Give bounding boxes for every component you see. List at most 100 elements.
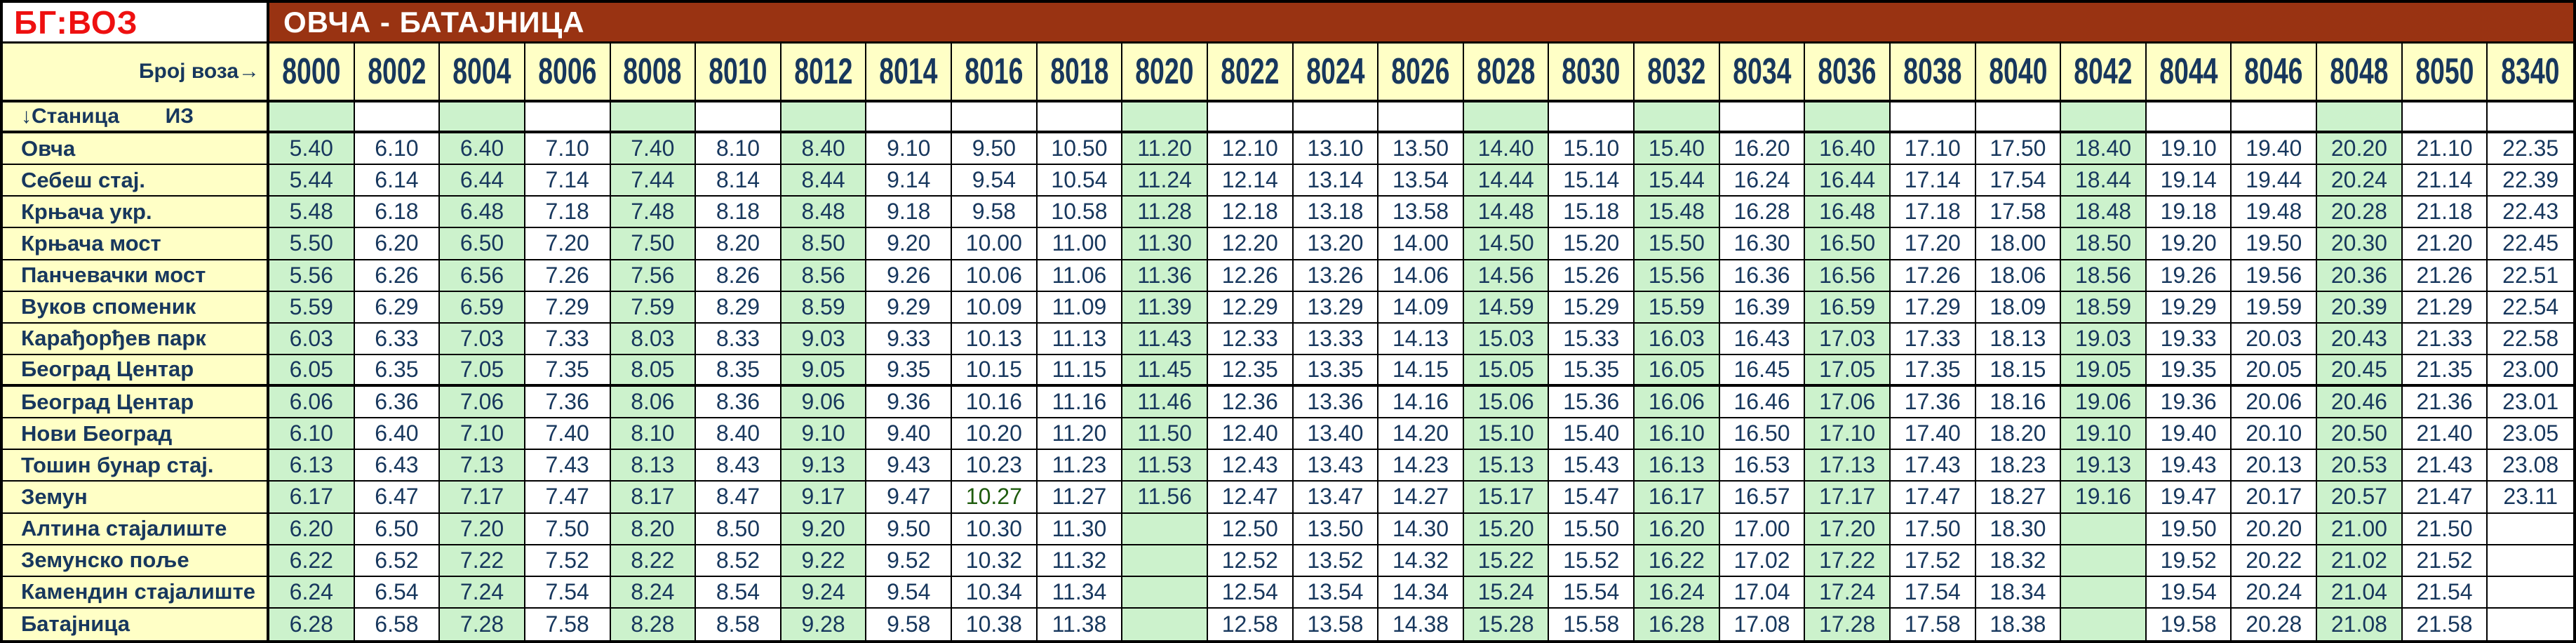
time-cell: 13.58 xyxy=(1293,608,1379,640)
train-number: 8010 xyxy=(709,51,767,92)
time-cell: 21.29 xyxy=(2402,291,2488,324)
train-number-cell: 8038 xyxy=(1890,44,1976,102)
time-cell: 8.10 xyxy=(610,418,697,451)
time-cell: 6.40 xyxy=(440,133,525,166)
train-number: 8024 xyxy=(1306,51,1365,92)
time-cell: 11.28 xyxy=(1122,197,1208,229)
time-cell: 14.06 xyxy=(1378,260,1464,292)
time-cell: 12.29 xyxy=(1207,291,1294,324)
time-cell: 19.10 xyxy=(2146,133,2232,166)
time-cell: 14.48 xyxy=(1463,197,1550,229)
time-cell: 6.18 xyxy=(354,197,441,229)
time-cell: 19.16 xyxy=(2061,482,2147,514)
time-cell: 9.58 xyxy=(952,197,1038,229)
time-cell: 9.47 xyxy=(866,482,953,514)
time-cell: 15.35 xyxy=(1549,354,1635,387)
time-cell: 8.13 xyxy=(610,450,697,482)
train-number-cell: 8048 xyxy=(2317,44,2403,102)
operator-logo: БГ:ВОЗ xyxy=(3,3,269,41)
column-blank-cell xyxy=(2061,102,2147,133)
train-number: 8000 xyxy=(282,51,341,92)
time-cell: 9.24 xyxy=(781,576,867,609)
time-cell: 18.23 xyxy=(1975,450,2062,482)
time-cell: 17.58 xyxy=(1975,197,2062,229)
time-cell: 7.29 xyxy=(525,291,611,324)
time-cell: 6.14 xyxy=(354,165,441,197)
time-cell: 21.35 xyxy=(2402,354,2488,387)
time-cell: 18.32 xyxy=(1975,545,2062,577)
time-cell: 22.43 xyxy=(2488,197,2573,229)
train-number: 8042 xyxy=(2074,51,2133,92)
time-cell: 20.36 xyxy=(2317,260,2403,292)
time-cell: 17.26 xyxy=(1890,260,1976,292)
time-cell: 7.10 xyxy=(440,418,525,451)
time-cell: 16.20 xyxy=(1719,133,1806,166)
time-cell: 6.20 xyxy=(354,228,441,260)
time-cell: 11.27 xyxy=(1037,482,1123,514)
time-cell: 19.03 xyxy=(2061,323,2147,355)
time-cell: 20.10 xyxy=(2232,418,2318,451)
time-cell: 14.44 xyxy=(1463,165,1550,197)
time-cell: 7.36 xyxy=(525,387,611,419)
train-number-cell: 8044 xyxy=(2146,44,2232,102)
time-cell: 11.30 xyxy=(1122,228,1208,260)
time-cell: 17.50 xyxy=(1890,513,1976,545)
time-cell: 17.14 xyxy=(1890,165,1976,197)
time-cell: 15.40 xyxy=(1635,133,1720,166)
time-cell: 13.14 xyxy=(1293,165,1379,197)
time-cell xyxy=(2061,513,2147,545)
time-cell: 18.09 xyxy=(1975,291,2062,324)
time-cell: 14.27 xyxy=(1378,482,1464,514)
train-number-cell: 8014 xyxy=(866,44,953,102)
time-cell: 23.01 xyxy=(2488,387,2573,419)
time-cell: 6.59 xyxy=(440,291,525,324)
time-cell: 18.44 xyxy=(2061,165,2147,197)
time-cell: 8.59 xyxy=(781,291,867,324)
time-cell: 10.16 xyxy=(952,387,1038,419)
time-cell: 18.15 xyxy=(1975,354,2062,387)
train-number-cell: 8034 xyxy=(1719,44,1806,102)
time-cell: 16.10 xyxy=(1635,418,1720,451)
time-cell: 15.20 xyxy=(1549,228,1635,260)
time-cell: 15.58 xyxy=(1549,608,1635,640)
time-cell: 22.35 xyxy=(2488,133,2573,166)
time-cell: 20.45 xyxy=(2317,354,2403,387)
time-cell xyxy=(1122,608,1208,640)
time-cell: 18.50 xyxy=(2061,228,2147,260)
time-cell: 6.05 xyxy=(269,354,355,387)
column-blank-cell xyxy=(2488,102,2573,133)
train-number: 8018 xyxy=(1049,51,1109,92)
time-cell: 16.22 xyxy=(1635,545,1720,577)
time-cell: 17.06 xyxy=(1805,387,1891,419)
time-cell: 11.20 xyxy=(1037,418,1123,451)
time-cell: 10.06 xyxy=(952,260,1038,292)
train-number: 8002 xyxy=(367,51,427,92)
time-cell: 7.05 xyxy=(440,354,525,387)
time-cell: 8.50 xyxy=(781,228,867,260)
time-cell: 16.46 xyxy=(1719,387,1806,419)
time-cell: 12.26 xyxy=(1207,260,1294,292)
time-cell: 7.52 xyxy=(525,545,611,577)
column-blank-cell xyxy=(1293,102,1379,133)
time-cell xyxy=(2061,576,2147,609)
time-cell: 17.02 xyxy=(1719,545,1806,577)
time-cell: 13.33 xyxy=(1293,323,1379,355)
time-cell: 15.14 xyxy=(1549,165,1635,197)
time-cell: 19.06 xyxy=(2061,387,2147,419)
time-cell: 7.28 xyxy=(440,608,525,640)
time-cell: 7.54 xyxy=(525,576,611,609)
time-cell: 18.06 xyxy=(1975,260,2062,292)
time-cell: 21.18 xyxy=(2402,197,2488,229)
time-cell: 6.10 xyxy=(269,418,355,451)
train-number: 8028 xyxy=(1476,51,1536,92)
time-cell: 13.10 xyxy=(1293,133,1379,166)
time-cell: 8.33 xyxy=(696,323,781,355)
time-cell: 15.56 xyxy=(1635,260,1720,292)
time-cell: 12.50 xyxy=(1207,513,1294,545)
time-cell: 12.33 xyxy=(1207,323,1294,355)
time-cell: 7.06 xyxy=(440,387,525,419)
time-cell: 8.50 xyxy=(696,513,781,545)
time-cell: 8.40 xyxy=(696,418,781,451)
time-cell: 18.16 xyxy=(1975,387,2062,419)
time-cell: 19.14 xyxy=(2146,165,2232,197)
